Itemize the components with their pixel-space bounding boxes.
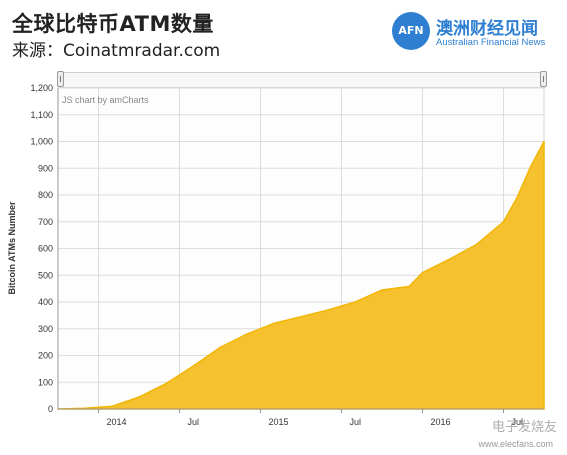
data-point: [300, 315, 302, 318]
data-point: [448, 258, 451, 261]
y-tick-label: 0: [48, 404, 53, 414]
axes: 0 100 200 300 400 500 600 700 800 900 1,000 1,100 1,…: [30, 83, 544, 427]
y-tick-label: 800: [38, 190, 53, 200]
data-point: [273, 322, 275, 325]
x-tick-label: 2015: [269, 417, 289, 427]
plot-background: [57, 87, 545, 410]
data-point: [354, 301, 356, 303]
x-tick-label: 2016: [431, 417, 451, 427]
data-point: [246, 333, 248, 335]
data-point: [84, 407, 86, 409]
afn-logo: AFN 澳洲财经见闻 Australian Financial News: [392, 10, 560, 54]
data-point: [543, 140, 545, 143]
afn-logo-name-en: Australian Financial News: [436, 37, 546, 48]
scrollbar-left-handle[interactable]: [57, 71, 64, 87]
data-point: [381, 289, 383, 291]
y-axis-title: Bitcoin ATMs Number: [7, 201, 17, 294]
grid-lines: [57, 87, 545, 410]
data-point: [165, 382, 167, 385]
chart-credit: JS chart by amCharts: [62, 95, 149, 105]
data-point: [516, 196, 518, 199]
data-point: [421, 271, 424, 274]
y-tick-label: 600: [38, 244, 53, 254]
afn-logo-name-cn: 澳洲财经见闻: [436, 19, 538, 39]
data-point: [111, 405, 113, 408]
area-series: [57, 140, 545, 410]
data-point: [192, 365, 194, 368]
data-point: [138, 396, 140, 398]
x-tick-label: 2014: [107, 417, 127, 427]
y-tick-label: 100: [38, 377, 53, 387]
y-tick-label: 700: [38, 217, 53, 227]
data-point: [502, 220, 505, 223]
data-point: [57, 408, 59, 410]
chart-title: 全球比特币ATM数量: [12, 12, 214, 36]
y-tick-label: 400: [38, 297, 53, 307]
area-fill: [57, 141, 545, 410]
scrollbar-right-handle[interactable]: [540, 71, 547, 87]
afn-logo-mark: AFN: [392, 12, 430, 50]
data-point: [529, 166, 532, 168]
data-point: [475, 243, 478, 246]
chart-scrollbar[interactable]: [57, 71, 547, 88]
x-tick-label: Jul: [350, 417, 362, 427]
y-tick-label: 200: [38, 351, 53, 361]
y-tick-label: 900: [38, 163, 53, 173]
watermark-text: 电子发烧友: [491, 419, 557, 434]
watermark-url: www.elecfans.com: [478, 439, 553, 449]
y-tick-label: 300: [38, 324, 53, 334]
data-point: [327, 309, 329, 311]
y-tick-label: 1,000: [30, 137, 53, 147]
y-tick-label: 1,200: [30, 83, 53, 93]
chart-source: 来源：Coinatmradar.com: [12, 41, 221, 61]
x-tick-label: Jul: [188, 417, 200, 427]
data-point: [408, 285, 410, 288]
data-point: [219, 346, 221, 349]
y-tick-label: 1,100: [30, 110, 53, 120]
y-tick-label: 500: [38, 270, 53, 280]
